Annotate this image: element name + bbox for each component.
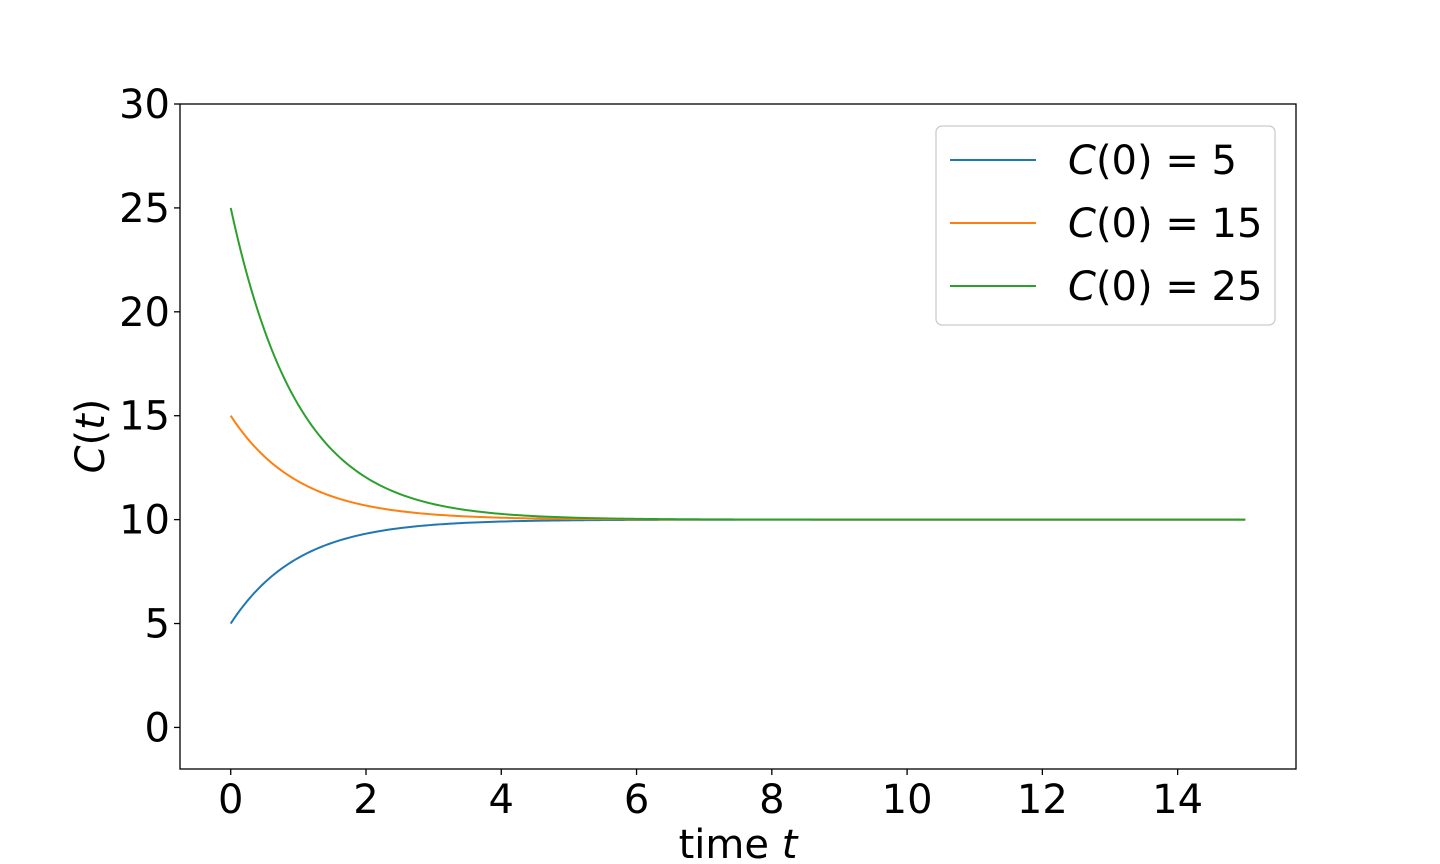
y-tick-label: 0: [145, 705, 170, 751]
legend-entries: C(0) = 5 C(0) = 15 C(0) = 25: [950, 138, 1262, 310]
x-tick-label: 12: [1017, 777, 1068, 823]
legend-frame: [935, 125, 1276, 326]
series-line-0: [229, 518, 1246, 625]
legend-label: C(0) = 5: [1068, 138, 1237, 184]
y-axis-ticks: 0 5 10 15 20 25 30: [119, 82, 180, 751]
y-tick-label: 15: [119, 394, 170, 440]
series-line-2: [229, 207, 1246, 521]
x-tick-label: 6: [624, 777, 649, 823]
x-tick-label: 10: [882, 777, 933, 823]
x-axis-ticks: 0 2 4 6 8 10 12 14: [218, 769, 1203, 823]
y-tick-label: 10: [119, 498, 170, 544]
series-layer: [229, 207, 1246, 625]
x-tick-label: 8: [759, 777, 784, 823]
legend-label: C(0) = 15: [1068, 201, 1262, 247]
x-tick-label: 4: [489, 777, 514, 823]
y-tick-label: 20: [119, 290, 170, 336]
y-tick-label: 25: [119, 186, 170, 232]
plot-frame: [179, 103, 1297, 770]
x-tick-label: 2: [353, 777, 378, 823]
series-line-1: [229, 415, 1246, 521]
y-tick-label: 5: [145, 602, 170, 648]
x-tick-label: 0: [218, 777, 243, 823]
y-tick-label: 30: [119, 82, 170, 128]
legend-label: C(0) = 25: [1068, 264, 1262, 310]
x-tick-label: 14: [1152, 777, 1203, 823]
x-axis-label: time t: [679, 822, 799, 864]
legend: C(0) = 5 C(0) = 15 C(0) = 25: [935, 125, 1276, 326]
y-axis-label: C(t): [68, 399, 114, 474]
